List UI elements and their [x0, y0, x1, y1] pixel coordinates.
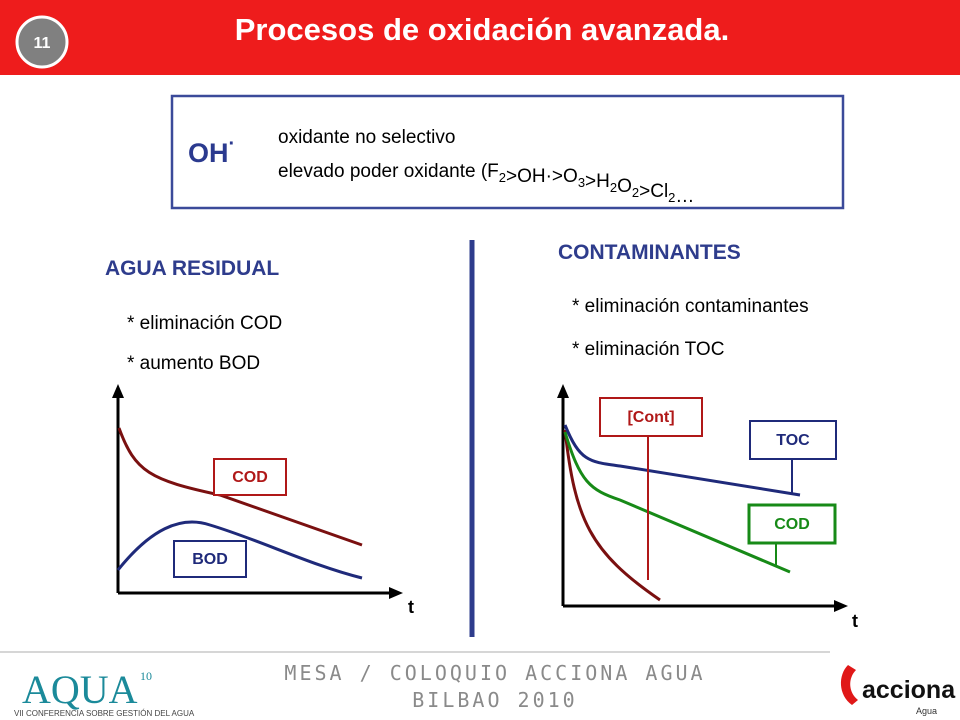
right-axes	[561, 392, 840, 608]
property-line: oxidante no selectivo	[278, 127, 455, 148]
acciona-mark	[840, 665, 858, 705]
right-bullet: * eliminación contaminantes	[572, 296, 809, 317]
arrow	[557, 384, 569, 398]
formula-text: >H	[585, 171, 610, 192]
left-axes	[116, 392, 395, 595]
radical-symbol: OH·	[188, 133, 235, 168]
footer-line: MESA / COLOQUIO ACCIONA AGUA	[284, 661, 705, 685]
label-box	[173, 540, 247, 578]
right-heading: CONTAMINANTES	[558, 241, 741, 264]
left-bullet: * aumento BOD	[127, 353, 260, 374]
formula-subscript: 3	[578, 175, 585, 190]
radical-dot: ·	[229, 133, 236, 155]
definition-box	[170, 94, 845, 210]
curve-label: [Cont]	[627, 409, 674, 426]
label-box	[599, 397, 703, 437]
arrow	[834, 600, 848, 612]
radical-text: OH	[188, 138, 229, 168]
aqua-logo: AQUA	[22, 667, 138, 712]
formula-text: >OH·>O	[506, 166, 578, 187]
label-box	[749, 420, 837, 460]
label-box	[213, 458, 287, 496]
formula-subscript: 2	[499, 170, 506, 185]
footer-line: BILBAO 2010	[412, 688, 577, 712]
cont-curve	[563, 429, 661, 602]
curve-label: BOD	[192, 551, 228, 568]
cod-curve	[117, 427, 363, 547]
slide-title: Procesos de oxidación avanzada.	[235, 12, 729, 47]
aqua-edition: 10	[140, 669, 152, 683]
formula-line: elevado poder oxidante (F2>OH·>O3>H2O2>C…	[278, 161, 694, 207]
formula-text: O	[617, 176, 632, 197]
slide-number-badge	[15, 15, 69, 69]
formula-subscript: 2	[668, 190, 675, 205]
left-bullet: * eliminación COD	[127, 313, 282, 334]
acciona-logo: acciona	[862, 676, 956, 704]
curve-label: COD	[232, 469, 268, 486]
formula-subscript: 2	[610, 180, 617, 195]
label-box	[747, 503, 837, 545]
aqua-tagline: VII CONFERENCIA SOBRE GESTIÓN DEL AGUA	[14, 709, 195, 718]
axis-label: t	[408, 597, 414, 617]
slide-number: 11	[34, 35, 51, 52]
formula-text: …	[675, 186, 694, 207]
right-bullet: * eliminación TOC	[572, 339, 724, 360]
curve-label: TOC	[776, 432, 810, 449]
acciona-division: Agua	[916, 706, 937, 716]
formula-subscript: 2	[632, 185, 639, 200]
arrow	[112, 384, 124, 398]
left-heading: AGUA RESIDUAL	[105, 257, 279, 280]
bod-curve	[116, 520, 363, 580]
formula-text: >Cl	[639, 181, 668, 202]
header-bar	[0, 0, 960, 75]
toc-curve	[563, 424, 801, 497]
axis-label: t	[852, 611, 858, 631]
formula-text: elevado poder oxidante (F	[278, 161, 499, 182]
arrow	[389, 587, 403, 599]
cod-curve	[563, 431, 791, 574]
curve-label: COD	[774, 516, 810, 533]
